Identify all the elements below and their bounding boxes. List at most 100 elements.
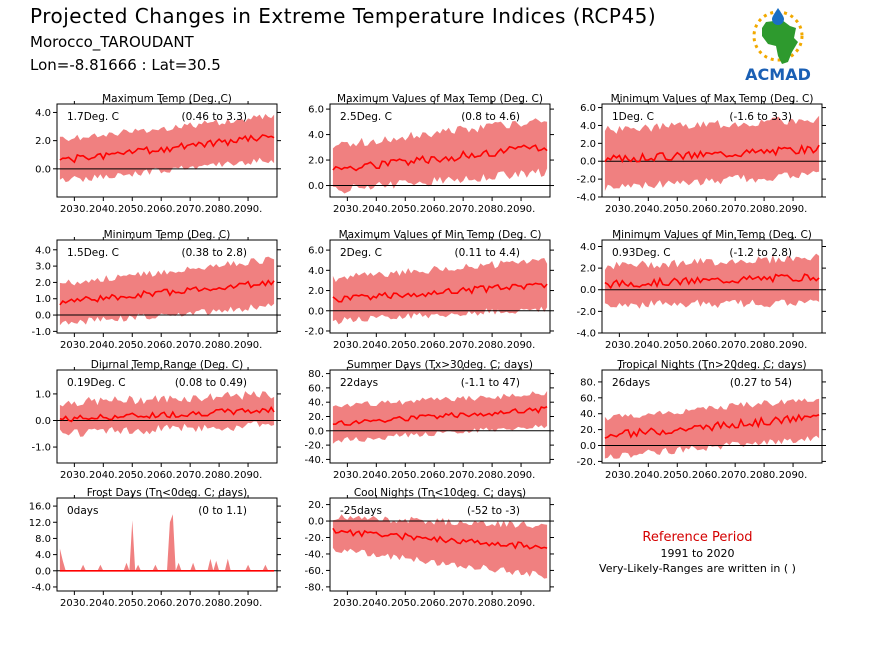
x-tick-label: 2090. [234, 204, 263, 215]
y-tick-label: 20. [308, 412, 324, 423]
x-tick-label: 2030. [333, 204, 362, 215]
x-tick-label: 2090. [507, 598, 536, 609]
y-tick-label: -1.0 [31, 443, 51, 454]
chart-panel: -4.0 -2.0 0.0 2.0 4.0 2030. 2040. 2050. 2060. 207… [576, 229, 826, 351]
x-tick-label: 2070. [721, 204, 750, 215]
chart-panel: -4.0 -2.0 0.0 2.0 4.0 6.0 2030. 2040. 2050. 2060.… [576, 93, 826, 215]
range-label: (-1.1 to 47) [461, 377, 520, 389]
plot-frame [601, 369, 823, 464]
water-drop-icon [772, 8, 784, 25]
mean-change-label: 26days [612, 377, 650, 389]
x-tick-label: 2080. [205, 340, 234, 351]
y-tick-label: 4.0 [35, 108, 51, 119]
x-tick-label: 2090. [234, 340, 263, 351]
mean-change-label: 1Deg. C [612, 111, 654, 123]
x-tick-label: 2030. [60, 598, 89, 609]
plot-frame [601, 103, 823, 198]
y-tick-label: 0.0 [35, 566, 51, 577]
range-label: (0.08 to 0.49) [175, 377, 247, 389]
range-label: (-52 to -3) [467, 505, 520, 517]
plot-frame [601, 239, 823, 334]
x-tick-label: 2040. [362, 204, 391, 215]
x-tick-label: 2090. [779, 340, 808, 351]
chart-title: Diurnal Temp Range (Deg. C) [91, 359, 243, 371]
x-tick-label: 2090. [779, 470, 808, 481]
y-tick-label: 6.0 [308, 105, 324, 116]
reference-period: 1991 to 2020 [660, 547, 735, 560]
chart-panel: -40.-20.0.020.40.60.80.2030. 2040. 2050. 20… [304, 359, 554, 481]
chart-title: Minimum Values of Max Temp (Deg. C) [611, 93, 814, 105]
x-tick-label: 2080. [205, 598, 234, 609]
range-label: (-1.6 to 3.3) [729, 111, 792, 123]
range-label: (0.11 to 4.4) [455, 247, 521, 259]
x-tick-label: 2070. [721, 470, 750, 481]
y-tick-label: -20. [304, 441, 324, 452]
y-tick-label: 0.0 [308, 306, 324, 317]
plot-frame [56, 103, 278, 198]
page-title: Projected Changes in Extreme Temperature… [30, 4, 657, 28]
range-label: (0.27 to 54) [730, 377, 792, 389]
range-label: (0 to 1.1) [198, 505, 247, 517]
mean-line [332, 282, 548, 303]
y-tick-label: -2.0 [576, 307, 596, 318]
mean-change-label: 0days [67, 505, 98, 517]
reference-panel: Reference Period 1991 to 2020 Very-Likel… [590, 530, 805, 575]
x-tick-label: 2080. [205, 470, 234, 481]
y-tick-label: 4.0 [35, 245, 51, 256]
x-tick-label: 2040. [89, 470, 118, 481]
x-tick-label: 2060. [420, 204, 449, 215]
x-tick-label: 2080. [478, 470, 507, 481]
y-tick-label: -2.0 [304, 326, 324, 337]
x-tick-label: 2050. [391, 340, 420, 351]
mean-line [332, 527, 548, 550]
range-band [332, 391, 548, 444]
x-tick-label: 2050. [118, 204, 147, 215]
y-tick-label: -2.0 [576, 175, 596, 186]
y-tick-label: -4.0 [31, 582, 51, 593]
plot-frame [329, 103, 551, 198]
y-tick-label: 6.0 [580, 103, 596, 114]
y-tick-label: 2.0 [580, 264, 596, 275]
x-tick-label: 2060. [147, 340, 176, 351]
x-tick-label: 2090. [234, 470, 263, 481]
y-tick-label: -4.0 [576, 329, 596, 340]
y-tick-label: 0.0 [580, 157, 596, 168]
x-tick-label: 2090. [507, 204, 536, 215]
y-tick-label: 60. [580, 393, 596, 404]
range-band [332, 258, 548, 325]
x-tick-label: 2060. [692, 340, 721, 351]
x-tick-label: 2050. [118, 598, 147, 609]
x-tick-label: 2090. [779, 204, 808, 215]
africa-map-logo-icon: ACMAD [745, 8, 811, 84]
coordinates-label: Lon=-8.81666 : Lat=30.5 [30, 56, 221, 74]
x-tick-label: 2060. [147, 204, 176, 215]
y-tick-label: 0.0 [308, 181, 324, 192]
x-tick-label: 2050. [118, 470, 147, 481]
y-tick-label: 80. [308, 369, 324, 380]
mean-change-label: 1.5Deg. C [67, 247, 119, 259]
y-tick-label: 6.0 [308, 246, 324, 257]
logo-text: ACMAD [745, 65, 811, 84]
x-tick-label: 2060. [420, 598, 449, 609]
x-tick-label: 2060. [147, 598, 176, 609]
x-tick-label: 2040. [89, 204, 118, 215]
x-tick-label: 2060. [692, 470, 721, 481]
reference-note: Very-Likely-Ranges are written in ( ) [599, 562, 796, 575]
range-label: (0.8 to 4.6) [461, 111, 520, 123]
mean-line [59, 134, 275, 164]
y-tick-label: -20. [576, 457, 596, 468]
x-tick-label: 2040. [89, 598, 118, 609]
y-tick-label: 0.0 [308, 426, 324, 437]
y-tick-label: 60. [308, 383, 324, 394]
x-tick-label: 2030. [60, 340, 89, 351]
x-tick-label: 2070. [449, 204, 478, 215]
y-tick-label: 20. [308, 500, 324, 511]
mean-change-label: 0.19Deg. C [67, 377, 126, 389]
y-tick-label: 0.0 [35, 416, 51, 427]
chart-title: Maximum Temp (Deg. C) [102, 93, 232, 105]
chart-title: Summer Days (Tx>30deg. C; days) [347, 359, 533, 371]
range-label: (-1.2 to 2.8) [729, 247, 792, 259]
y-tick-label: -60. [304, 566, 324, 577]
x-tick-label: 2070. [449, 598, 478, 609]
range-band [604, 253, 820, 309]
